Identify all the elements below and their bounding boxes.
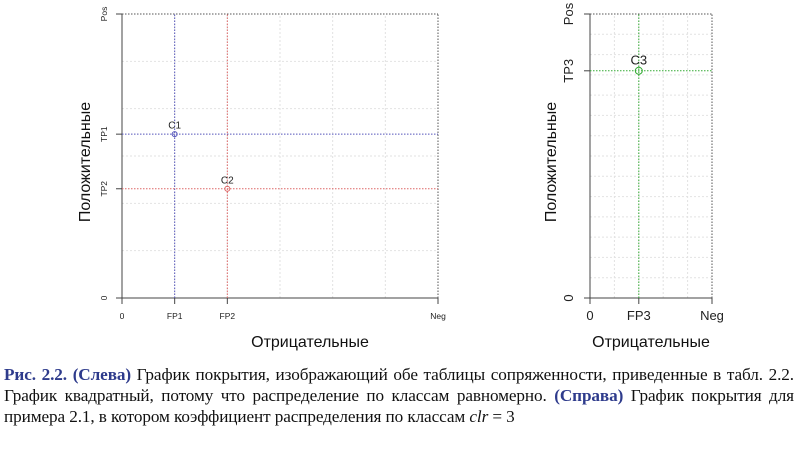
data-point xyxy=(171,131,178,138)
x-tick-label: 0 xyxy=(586,308,593,323)
caption-figure-label: Рис. 2.2. xyxy=(4,365,67,384)
x-tick-label: FP3 xyxy=(627,308,651,323)
y-tick-label: Pos xyxy=(99,7,109,22)
point-label: C3 xyxy=(630,52,647,67)
y-tick-label: TP1 xyxy=(99,126,109,142)
y-axis-title: Положительные xyxy=(543,102,560,222)
caption-text-left: График покрытия, изображающий обе таблиц… xyxy=(4,365,794,405)
point-label: C2 xyxy=(221,175,234,186)
y-tick-label: TP2 xyxy=(99,181,109,197)
data-point xyxy=(634,66,643,75)
y-tick-label: Pos xyxy=(561,2,576,25)
x-tick-label: FP1 xyxy=(167,311,183,321)
x-tick-label: Neg xyxy=(430,311,446,321)
figure-caption: Рис. 2.2. (Слева) График покрытия, изобр… xyxy=(4,364,794,427)
caption-left-label: (Слева) xyxy=(72,365,131,384)
x-tick-label: 0 xyxy=(120,311,125,321)
x-axis-title: Отрицательные xyxy=(251,334,369,351)
point-label: C1 xyxy=(168,121,181,132)
left-coverage-plot: 0 FP1 FP2 Neg 0 TP2 TP1 Pos Отрицательные Положит… xyxy=(77,7,446,351)
y-axis-title: Положительные xyxy=(77,102,94,222)
x-tick-label: FP2 xyxy=(220,311,236,321)
y-tick-label: 0 xyxy=(99,295,109,300)
caption-clr-symbol: clr xyxy=(469,407,489,426)
y-tick-label: TP3 xyxy=(561,59,576,83)
caption-clr-value: = 3 xyxy=(488,407,515,426)
x-axis-title: Отрицательные xyxy=(592,334,710,351)
caption-text-right: График покрытия для примера 2.1, в котор… xyxy=(4,386,794,426)
right-coverage-plot: 0 FP3 Neg 0 TP3 Pos Отрицательные Положительные… xyxy=(543,2,724,351)
data-point xyxy=(224,185,231,192)
caption-right-label: (Справа) xyxy=(554,386,624,405)
y-tick-label: 0 xyxy=(561,294,576,301)
x-tick-label: Neg xyxy=(700,308,724,323)
